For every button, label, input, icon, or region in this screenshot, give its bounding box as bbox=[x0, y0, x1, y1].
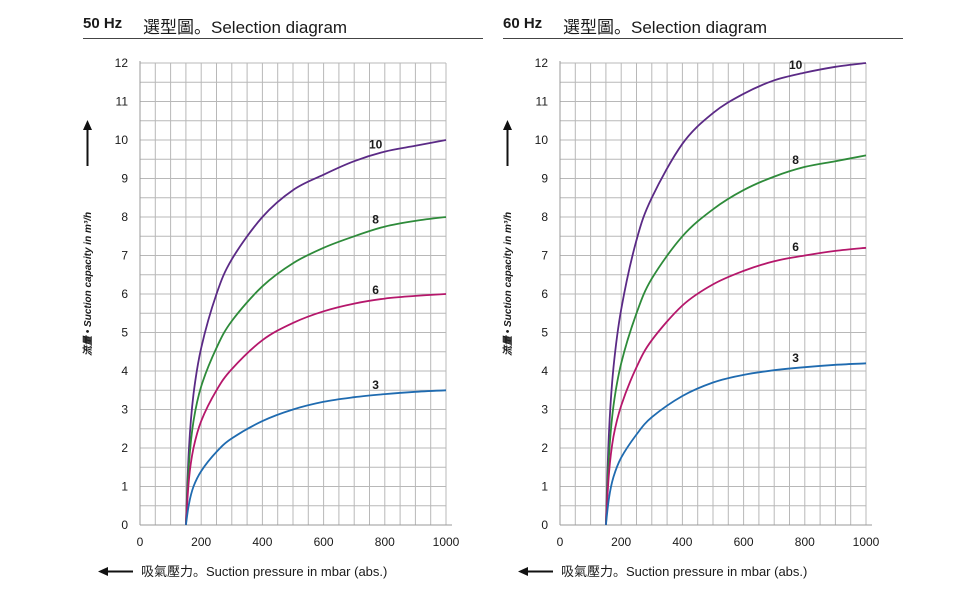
y-axis-label-group: 流量 • Suction capacity in m³/h bbox=[502, 120, 514, 356]
series-line-6 bbox=[185, 293, 447, 526]
y-tick-label: 9 bbox=[121, 172, 128, 186]
series-label-8: 8 bbox=[792, 153, 799, 167]
series-line-10 bbox=[605, 62, 867, 526]
y-axis-label-group: 流量 • Suction capacity in m³/h bbox=[82, 120, 94, 356]
y-axis-label: 流量 • Suction capacity in m³/h bbox=[502, 212, 514, 356]
y-tick-label: 5 bbox=[121, 326, 128, 340]
gridlines bbox=[559, 62, 867, 526]
series-label-3: 3 bbox=[372, 378, 379, 392]
y-tick-label: 1 bbox=[121, 480, 128, 494]
y-tick-label: 2 bbox=[121, 441, 128, 455]
plot-area: 流量 • Suction capacity in m³/h 吸氣壓力。Sucti… bbox=[82, 56, 460, 579]
x-tick-label: 600 bbox=[314, 535, 334, 549]
y-tick-label: 11 bbox=[116, 95, 129, 109]
y-tick-label: 2 bbox=[541, 441, 548, 455]
selection-diagram-title: 選型圖。Selection diagram bbox=[143, 18, 348, 37]
y-tick-label: 6 bbox=[121, 287, 128, 301]
series-label-6: 6 bbox=[372, 283, 379, 297]
y-tick-label: 9 bbox=[541, 172, 548, 186]
y-tick-label: 12 bbox=[115, 56, 129, 70]
plot-area: 流量 • Suction capacity in m³/h 吸氣壓力。Sucti… bbox=[502, 56, 880, 579]
series-label-3: 3 bbox=[792, 351, 799, 365]
frequency-label: 60 Hz bbox=[503, 15, 543, 32]
y-tick-label: 3 bbox=[541, 403, 548, 417]
y-tick-label: 4 bbox=[121, 364, 128, 378]
y-tick-label: 8 bbox=[121, 210, 128, 224]
y-tick-label: 8 bbox=[541, 210, 548, 224]
x-axis-label: 吸氣壓力。Suction pressure in mbar (abs.) bbox=[141, 564, 387, 579]
x-tick-label: 400 bbox=[672, 535, 692, 549]
x-axis-arrow-head bbox=[98, 567, 108, 576]
y-tick-label: 10 bbox=[115, 133, 129, 147]
panel-title: 50 Hz 選型圖。Selection diagram bbox=[83, 12, 483, 39]
y-tick-label: 12 bbox=[535, 56, 549, 70]
x-tick-label: 0 bbox=[137, 535, 144, 549]
chart-panel-50hz: 50 Hz 選型圖。Selection diagram 流量 • Suction… bbox=[82, 0, 503, 599]
y-axis-arrow-head bbox=[503, 120, 512, 130]
y-tick-label: 0 bbox=[121, 518, 128, 532]
y-tick-label: 6 bbox=[541, 287, 548, 301]
x-tick-label: 200 bbox=[191, 535, 211, 549]
y-tick-label: 1 bbox=[541, 480, 548, 494]
y-tick-label: 7 bbox=[541, 249, 548, 263]
series-line-3 bbox=[605, 362, 867, 526]
y-tick-label: 4 bbox=[541, 364, 548, 378]
x-tick-label: 1000 bbox=[433, 535, 460, 549]
x-tick-label: 400 bbox=[252, 535, 272, 549]
y-tick-label: 7 bbox=[121, 249, 128, 263]
x-tick-label: 600 bbox=[734, 535, 754, 549]
series-label-10: 10 bbox=[369, 137, 383, 151]
x-tick-label: 1000 bbox=[853, 535, 880, 549]
y-axis-arrow-head bbox=[83, 120, 92, 130]
x-axis-label: 吸氣壓力。Suction pressure in mbar (abs.) bbox=[561, 564, 807, 579]
series-line-10 bbox=[185, 139, 447, 526]
series-label-10: 10 bbox=[789, 58, 803, 72]
frequency-label: 50 Hz bbox=[83, 15, 123, 32]
series-line-3 bbox=[185, 389, 447, 526]
y-tick-label: 0 bbox=[541, 518, 548, 532]
series-line-6 bbox=[605, 246, 867, 526]
x-tick-label: 800 bbox=[795, 535, 815, 549]
x-tick-label: 800 bbox=[375, 535, 395, 549]
y-tick-label: 3 bbox=[121, 403, 128, 417]
x-axis-arrow-head bbox=[518, 567, 528, 576]
series-line-8 bbox=[185, 216, 447, 526]
y-axis-label: 流量 • Suction capacity in m³/h bbox=[82, 212, 94, 356]
series-label-8: 8 bbox=[372, 213, 379, 227]
panel-title: 60 Hz 選型圖。Selection diagram bbox=[503, 12, 903, 39]
x-tick-label: 200 bbox=[611, 535, 631, 549]
y-tick-label: 11 bbox=[536, 95, 549, 109]
y-tick-label: 10 bbox=[535, 133, 549, 147]
y-tick-label: 5 bbox=[541, 326, 548, 340]
x-tick-label: 0 bbox=[557, 535, 564, 549]
chart-panel-60hz: 60 Hz 選型圖。Selection diagram 流量 • Suction… bbox=[502, 0, 923, 599]
selection-diagram-title: 選型圖。Selection diagram bbox=[563, 18, 768, 37]
series-line-8 bbox=[605, 154, 867, 526]
gridlines bbox=[139, 62, 447, 526]
series-label-6: 6 bbox=[792, 240, 799, 254]
